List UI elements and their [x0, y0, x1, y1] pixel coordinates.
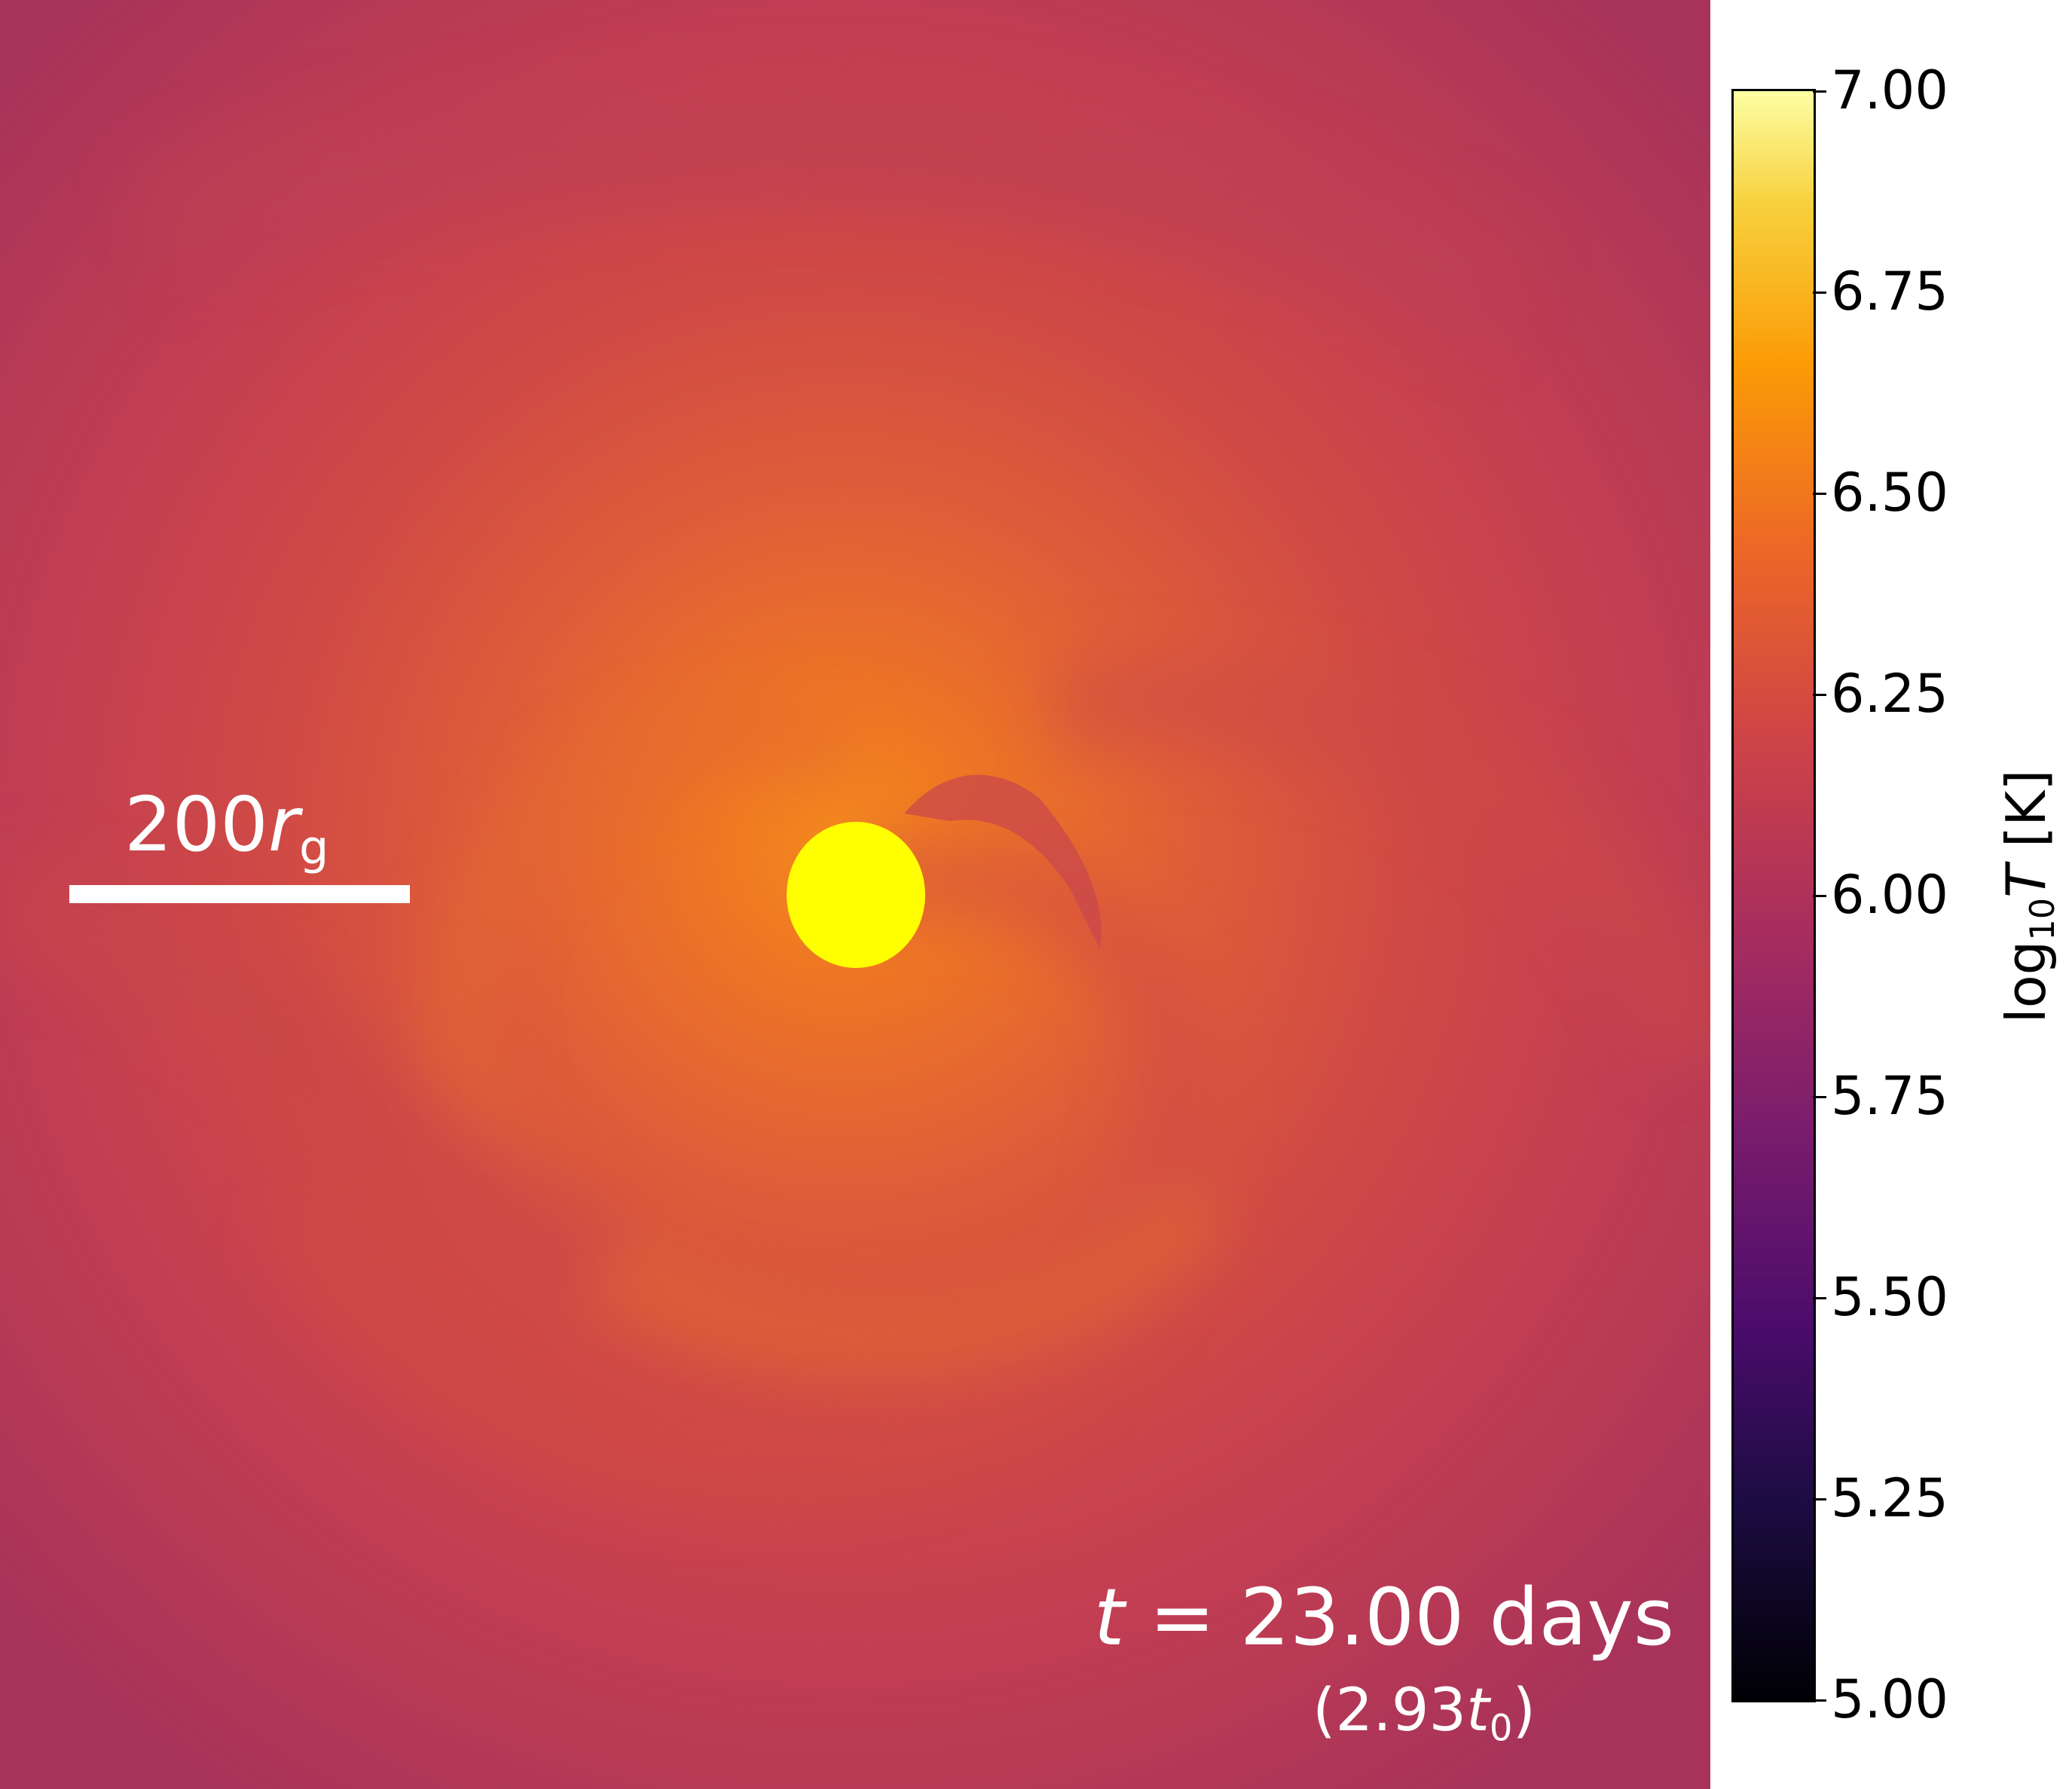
hot-core: [787, 822, 925, 968]
scale-bar-label: 200rg: [124, 780, 329, 875]
temperature-map: 200rg t = 23.00 days (2.93t0): [0, 0, 1710, 1789]
colorbar-tick-label: 6.50: [1831, 462, 1948, 524]
time-label: t = 23.00 days: [1093, 1571, 1674, 1663]
dark-streak: [904, 774, 1102, 949]
colorbar-tick-label: 5.50: [1831, 1266, 1948, 1328]
colorbar-tick: [1813, 90, 1826, 93]
colorbar-tick: [1813, 894, 1826, 897]
colorbar-title: log10T [K]: [1994, 769, 2063, 1024]
time-in-units-label: (2.93t0): [1313, 1677, 1536, 1750]
scale-bar: [69, 885, 410, 903]
colorbar-tick-label: 6.00: [1831, 864, 1948, 926]
colorbar-tick: [1813, 1095, 1826, 1098]
colorbar-tick: [1813, 693, 1826, 696]
colorbar-tick: [1813, 1699, 1826, 1702]
colorbar-tick: [1813, 1497, 1826, 1501]
colorbar-tick-label: 6.75: [1831, 261, 1948, 322]
colorbar-tick-label: 7.00: [1831, 60, 1948, 121]
colorbar-tick: [1813, 1296, 1826, 1299]
colorbar: [1731, 89, 1816, 1702]
colorbar-tick: [1813, 492, 1826, 495]
colorbar-tick-label: 5.00: [1831, 1668, 1948, 1730]
colorbar-tick-label: 5.75: [1831, 1065, 1948, 1127]
colorbar-tick-label: 6.25: [1831, 663, 1948, 725]
colorbar-tick-label: 5.25: [1831, 1467, 1948, 1529]
colorbar-tick: [1813, 291, 1826, 294]
